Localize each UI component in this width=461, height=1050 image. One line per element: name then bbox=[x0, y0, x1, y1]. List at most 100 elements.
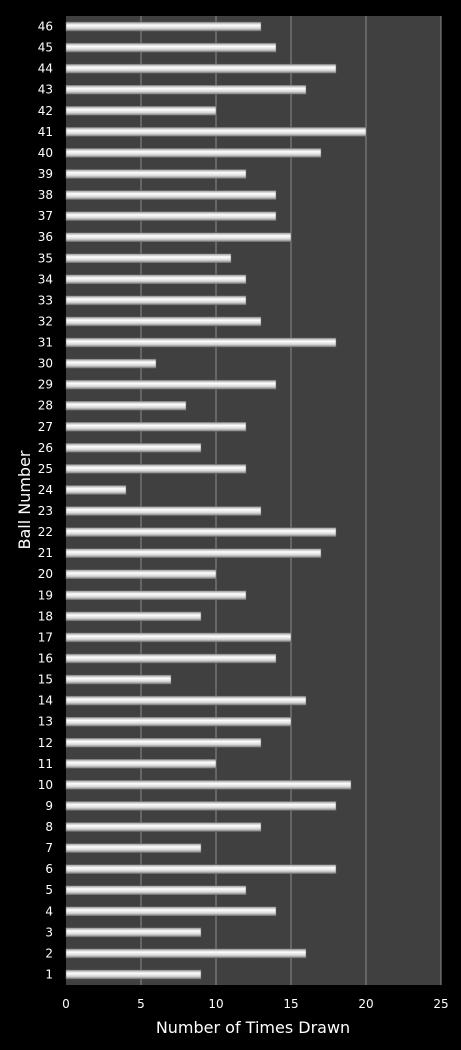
y-tick-label: 33 bbox=[38, 293, 53, 307]
y-tick-label: 11 bbox=[38, 757, 53, 771]
y-tick-label: 25 bbox=[38, 462, 53, 476]
bars bbox=[65, 21, 367, 980]
y-tick-label: 46 bbox=[38, 20, 53, 34]
bar-ball-8 bbox=[65, 822, 262, 832]
y-tick-label: 17 bbox=[38, 630, 53, 644]
bar-ball-44 bbox=[65, 63, 337, 74]
bar-ball-37 bbox=[65, 211, 277, 221]
y-tick-label: 14 bbox=[38, 694, 53, 708]
y-tick-labels: 1234567891011121314151617181920212223242… bbox=[38, 20, 53, 982]
bar-ball-35 bbox=[65, 253, 232, 263]
bar-ball-22 bbox=[65, 527, 337, 537]
y-tick-label: 18 bbox=[38, 609, 53, 623]
y-tick-label: 37 bbox=[38, 209, 53, 223]
bar-ball-45 bbox=[65, 42, 277, 53]
bar-ball-41 bbox=[65, 127, 367, 137]
bar-ball-36 bbox=[65, 232, 292, 242]
y-tick-label: 44 bbox=[38, 62, 53, 76]
y-tick-label: 28 bbox=[38, 399, 53, 413]
plot-area bbox=[66, 16, 441, 985]
bar-ball-32 bbox=[65, 316, 262, 327]
bar-ball-17 bbox=[65, 632, 292, 643]
x-tick-label: 15 bbox=[283, 997, 298, 1011]
bar-ball-46 bbox=[65, 21, 262, 32]
bar-ball-21 bbox=[65, 548, 322, 558]
y-tick-label: 22 bbox=[38, 525, 53, 539]
y-tick-label: 3 bbox=[45, 925, 53, 939]
y-tick-label: 16 bbox=[38, 651, 53, 665]
bar-ball-29 bbox=[65, 379, 277, 390]
bar-ball-20 bbox=[65, 569, 217, 579]
y-tick-label: 12 bbox=[38, 736, 53, 750]
y-tick-label: 39 bbox=[38, 167, 53, 181]
y-tick-label: 4 bbox=[45, 904, 53, 918]
y-tick-label: 45 bbox=[38, 41, 53, 55]
y-tick-label: 20 bbox=[38, 567, 53, 581]
bar-ball-28 bbox=[65, 400, 187, 411]
y-tick-label: 13 bbox=[38, 715, 53, 729]
bar-ball-2 bbox=[65, 948, 307, 959]
y-tick-label: 30 bbox=[38, 357, 53, 371]
bar-ball-25 bbox=[65, 464, 247, 474]
bar-ball-12 bbox=[65, 738, 262, 748]
bar-ball-14 bbox=[65, 695, 307, 706]
y-tick-label: 29 bbox=[38, 378, 53, 392]
y-tick-label: 23 bbox=[38, 504, 53, 518]
y-tick-label: 21 bbox=[38, 546, 53, 560]
y-tick-label: 10 bbox=[38, 778, 53, 792]
y-tick-label: 35 bbox=[38, 251, 53, 265]
y-tick-label: 41 bbox=[38, 125, 53, 139]
x-tick-label: 0 bbox=[62, 997, 70, 1011]
bar-ball-3 bbox=[65, 927, 202, 938]
bar-ball-31 bbox=[65, 337, 337, 348]
y-tick-label: 6 bbox=[45, 862, 53, 876]
y-tick-label: 19 bbox=[38, 588, 53, 602]
y-tick-label: 36 bbox=[38, 230, 53, 244]
bar-ball-40 bbox=[65, 148, 322, 158]
bar-ball-1 bbox=[65, 969, 202, 980]
x-tick-label: 20 bbox=[358, 997, 373, 1011]
x-axis-label: Number of Times Drawn bbox=[156, 1018, 350, 1037]
bar-ball-38 bbox=[65, 190, 277, 200]
bar-ball-6 bbox=[65, 864, 337, 874]
bar-ball-9 bbox=[65, 801, 337, 811]
y-tick-label: 40 bbox=[38, 146, 53, 160]
y-tick-label: 31 bbox=[38, 336, 53, 350]
y-tick-label: 43 bbox=[38, 83, 53, 97]
bar-ball-5 bbox=[65, 885, 247, 895]
y-tick-label: 15 bbox=[38, 673, 53, 687]
bar-ball-7 bbox=[65, 843, 202, 853]
bar-ball-42 bbox=[65, 106, 217, 116]
y-tick-label: 8 bbox=[45, 820, 53, 834]
bar-ball-30 bbox=[65, 358, 157, 369]
x-tick-label: 5 bbox=[137, 997, 145, 1011]
bar-ball-13 bbox=[65, 716, 292, 727]
y-tick-label: 1 bbox=[45, 967, 53, 981]
bar-ball-27 bbox=[65, 422, 247, 432]
y-tick-label: 38 bbox=[38, 188, 53, 202]
y-tick-label: 26 bbox=[38, 441, 53, 455]
y-axis-label: Ball Number bbox=[15, 450, 34, 549]
bar-ball-18 bbox=[65, 611, 202, 622]
y-tick-label: 42 bbox=[38, 104, 53, 118]
bar-ball-19 bbox=[65, 590, 247, 601]
y-tick-label: 5 bbox=[45, 883, 53, 897]
bar-ball-33 bbox=[65, 295, 247, 306]
y-tick-label: 32 bbox=[38, 314, 53, 328]
bar-ball-43 bbox=[65, 84, 307, 95]
bar-ball-23 bbox=[65, 506, 262, 516]
bar-ball-11 bbox=[65, 759, 217, 769]
y-tick-label: 27 bbox=[38, 420, 53, 434]
y-tick-label: 7 bbox=[45, 841, 53, 855]
x-tick-labels: 0 5 10 15 20 25 bbox=[62, 997, 448, 1011]
bar-ball-34 bbox=[65, 274, 247, 285]
bar-ball-16 bbox=[65, 653, 277, 664]
bar-ball-10 bbox=[65, 780, 352, 790]
x-tick-label: 10 bbox=[208, 997, 223, 1011]
y-tick-label: 34 bbox=[38, 272, 53, 286]
x-tick-label: 25 bbox=[433, 997, 448, 1011]
bar-ball-24 bbox=[65, 485, 127, 495]
bar-ball-26 bbox=[65, 443, 202, 453]
y-tick-label: 9 bbox=[45, 799, 53, 813]
